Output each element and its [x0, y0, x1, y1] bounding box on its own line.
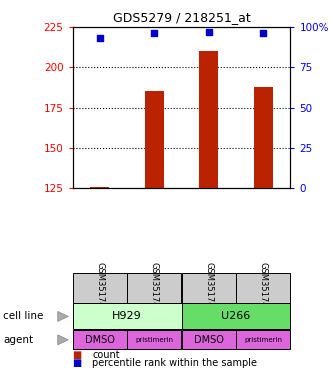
- Bar: [127, 273, 182, 303]
- Text: DMSO: DMSO: [194, 335, 224, 345]
- Bar: [182, 330, 236, 349]
- Text: U266: U266: [221, 311, 250, 321]
- Text: GSM351747: GSM351747: [150, 262, 159, 313]
- Title: GDS5279 / 218251_at: GDS5279 / 218251_at: [113, 11, 250, 24]
- Bar: [145, 91, 164, 188]
- Point: [151, 30, 157, 36]
- Text: GSM351749: GSM351749: [259, 262, 268, 313]
- Text: percentile rank within the sample: percentile rank within the sample: [92, 358, 257, 368]
- Bar: [236, 273, 290, 303]
- Text: GSM351746: GSM351746: [95, 262, 104, 313]
- Text: cell line: cell line: [3, 311, 44, 321]
- Text: ■: ■: [73, 358, 82, 368]
- Text: count: count: [92, 350, 120, 360]
- Bar: [254, 86, 273, 188]
- Text: ■: ■: [73, 350, 82, 360]
- Point: [260, 30, 266, 36]
- Point: [97, 35, 102, 41]
- Text: H929: H929: [112, 311, 142, 321]
- Bar: [90, 187, 109, 188]
- Text: DMSO: DMSO: [85, 335, 115, 345]
- Text: pristimerin: pristimerin: [244, 337, 282, 343]
- Bar: [182, 273, 236, 303]
- Bar: [73, 303, 182, 329]
- Text: agent: agent: [3, 335, 33, 345]
- Text: pristimerin: pristimerin: [135, 337, 173, 343]
- Bar: [182, 303, 290, 329]
- Bar: [73, 330, 127, 349]
- Bar: [199, 51, 218, 188]
- Bar: [73, 273, 127, 303]
- Text: GSM351748: GSM351748: [204, 262, 213, 313]
- Bar: [236, 330, 290, 349]
- Point: [206, 29, 211, 35]
- Bar: [127, 330, 182, 349]
